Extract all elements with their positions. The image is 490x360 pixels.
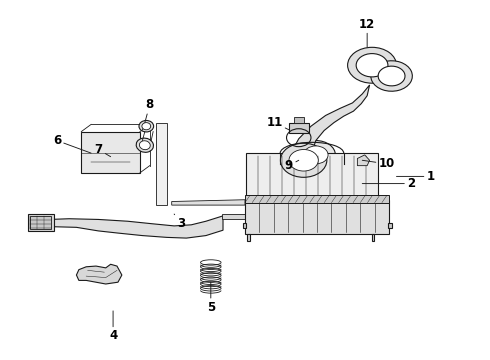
Text: 1: 1: [396, 170, 435, 183]
Polygon shape: [243, 223, 246, 228]
Polygon shape: [357, 155, 369, 166]
Polygon shape: [294, 117, 304, 123]
Bar: [30, 216, 51, 229]
Ellipse shape: [304, 146, 328, 164]
Ellipse shape: [140, 141, 150, 150]
Text: 11: 11: [266, 116, 289, 130]
Polygon shape: [49, 216, 223, 238]
Bar: [245, 200, 389, 234]
Polygon shape: [388, 223, 392, 228]
Ellipse shape: [289, 149, 318, 171]
Text: 9: 9: [285, 159, 299, 172]
Ellipse shape: [378, 66, 405, 86]
Ellipse shape: [347, 47, 396, 83]
Text: 5: 5: [207, 282, 215, 314]
Polygon shape: [294, 85, 369, 148]
Ellipse shape: [142, 123, 151, 130]
Text: 8: 8: [145, 98, 154, 123]
Bar: [81, 132, 140, 173]
Ellipse shape: [136, 138, 153, 152]
Text: 7: 7: [95, 143, 111, 157]
Text: 4: 4: [109, 311, 117, 342]
Bar: [27, 214, 54, 231]
Polygon shape: [221, 214, 245, 220]
Polygon shape: [172, 200, 245, 205]
Polygon shape: [247, 234, 250, 241]
Polygon shape: [289, 123, 309, 134]
Polygon shape: [76, 264, 122, 284]
Text: 10: 10: [362, 157, 395, 170]
Text: 12: 12: [359, 18, 375, 47]
Polygon shape: [156, 123, 167, 205]
Polygon shape: [362, 58, 382, 72]
Ellipse shape: [296, 140, 335, 169]
Text: 6: 6: [53, 134, 91, 153]
Text: 3: 3: [174, 214, 186, 230]
Ellipse shape: [371, 61, 413, 91]
Bar: [246, 153, 378, 200]
Bar: [245, 195, 389, 203]
Ellipse shape: [139, 121, 154, 132]
Ellipse shape: [280, 143, 327, 177]
Ellipse shape: [356, 54, 388, 77]
Polygon shape: [372, 234, 374, 241]
Text: 2: 2: [362, 177, 415, 190]
